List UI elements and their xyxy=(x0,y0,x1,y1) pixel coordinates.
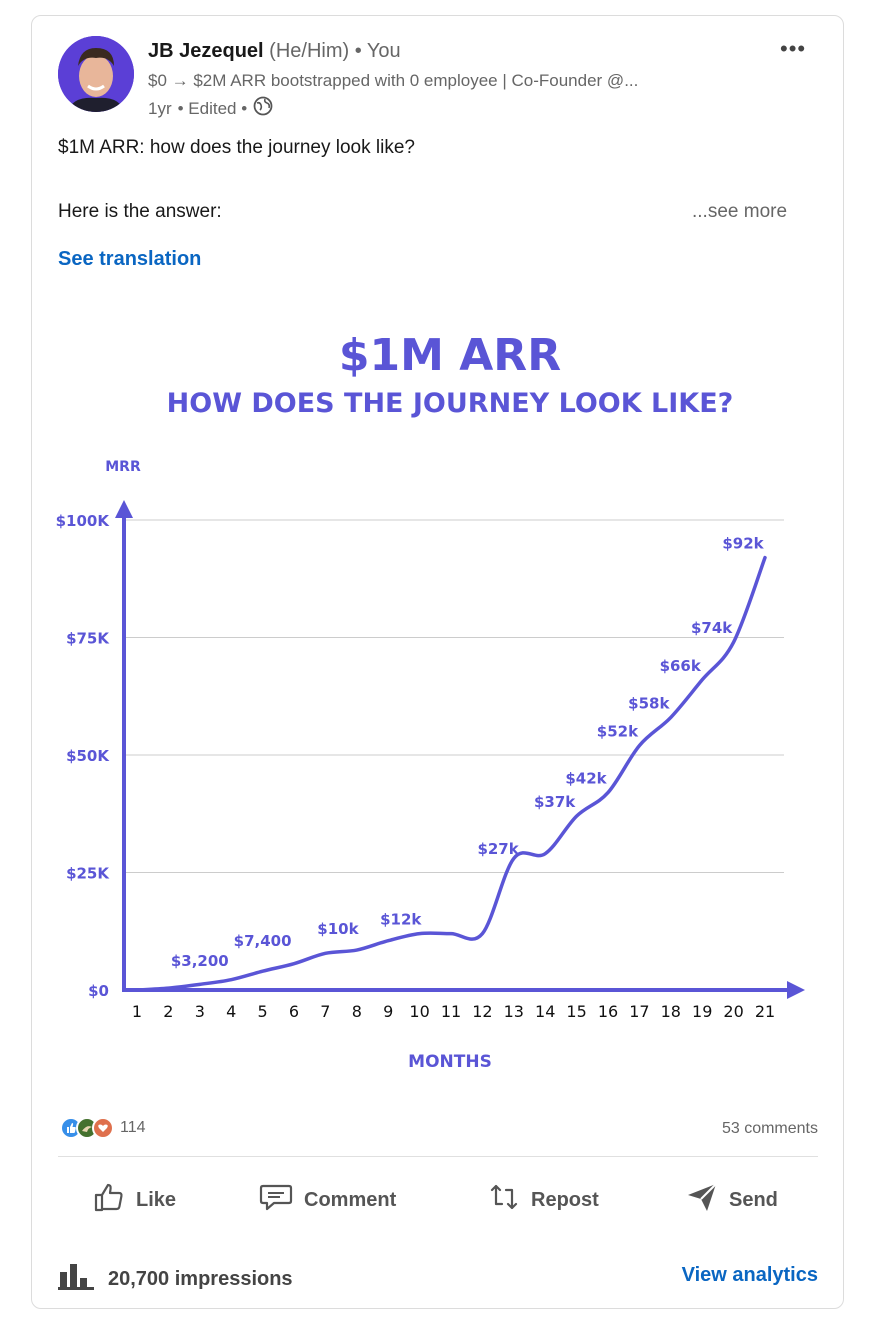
x-tick-label: 11 xyxy=(441,1002,461,1021)
post-time: 1yr xyxy=(148,98,172,118)
x-tick-label: 1 xyxy=(132,1002,142,1021)
data-label: $27k xyxy=(477,840,519,858)
comments-count-link[interactable]: 53 comments xyxy=(721,1120,818,1137)
x-axis-arrow xyxy=(787,981,805,999)
y-axis-arrow xyxy=(115,500,133,518)
repost-icon xyxy=(487,1180,521,1220)
data-label: $92k xyxy=(722,535,764,553)
comment-button[interactable]: Comment xyxy=(258,1180,396,1220)
see-translation-link[interactable]: See translation xyxy=(58,248,202,270)
like-button[interactable]: Like xyxy=(92,1180,176,1220)
x-tick-label: 6 xyxy=(289,1002,299,1021)
comment-label: Comment xyxy=(304,1188,397,1211)
y-axis-label: MRR xyxy=(105,459,141,475)
author-line: JB Jezequel (He/Him) • You xyxy=(148,40,401,63)
avatar[interactable] xyxy=(58,36,134,112)
x-tick-label: 8 xyxy=(352,1002,362,1021)
data-label: $74k xyxy=(691,619,733,637)
author-relation: • You xyxy=(354,40,401,62)
impressions-count: 20,700 impressions xyxy=(108,1267,293,1290)
x-tick-label: 16 xyxy=(598,1002,618,1021)
mrr-chart: $1M ARR HOW DOES THE JOURNEY LOOK LIKE? … xyxy=(56,330,805,1072)
y-tick-label: $75K xyxy=(66,630,110,648)
more-options-icon[interactable]: ••• xyxy=(780,36,807,61)
author-name[interactable]: JB Jezequel xyxy=(148,40,264,62)
mrr-series-line xyxy=(135,555,767,992)
x-tick-label: 7 xyxy=(320,1002,330,1021)
like-icon xyxy=(92,1180,126,1220)
x-tick-label: 17 xyxy=(629,1002,649,1021)
post-card xyxy=(31,15,844,1309)
analytics-bar-icon xyxy=(58,1262,94,1296)
like-label: Like xyxy=(136,1188,177,1211)
love-reaction-icon xyxy=(92,1117,114,1139)
chart-title: $1M ARR xyxy=(339,330,561,381)
x-tick-label: 3 xyxy=(195,1002,205,1021)
view-analytics-link[interactable]: View analytics xyxy=(681,1264,818,1286)
data-label: $7,400 xyxy=(234,932,292,950)
repost-label: Repost xyxy=(531,1188,599,1211)
send-button[interactable]: Send xyxy=(685,1180,778,1220)
x-tick-label: 13 xyxy=(504,1002,524,1021)
divider xyxy=(58,1156,818,1157)
x-tick-label: 10 xyxy=(409,1002,429,1021)
data-label: $12k xyxy=(380,911,422,929)
x-tick-label: 21 xyxy=(755,1002,775,1021)
x-axis-label: MONTHS xyxy=(408,1052,492,1072)
post-text-line2: Here is the answer: xyxy=(58,201,222,222)
post-image-chart[interactable]: $1M ARR HOW DOES THE JOURNEY LOOK LIKE? … xyxy=(32,300,842,1090)
repost-button[interactable]: Repost xyxy=(487,1180,599,1220)
post-text-line1: $1M ARR: how does the journey look like? xyxy=(58,137,415,158)
comment-icon xyxy=(258,1180,294,1220)
author-pronouns: (He/Him) xyxy=(269,40,350,62)
post-edited: • Edited • xyxy=(177,98,248,118)
x-tick-label: 14 xyxy=(535,1002,555,1021)
x-tick-label: 20 xyxy=(723,1002,743,1021)
author-headline: $0 → $2M ARR bootstrapped with 0 employe… xyxy=(148,71,639,90)
x-tick-label: 4 xyxy=(226,1002,236,1021)
see-more-link[interactable]: ...see more xyxy=(692,201,788,222)
chart-subtitle: HOW DOES THE JOURNEY LOOK LIKE? xyxy=(167,388,734,419)
post-meta: 1yr • Edited • xyxy=(148,96,273,121)
y-tick-label: $50K xyxy=(66,747,110,765)
x-tick-label: 5 xyxy=(258,1002,268,1021)
x-tick-label: 9 xyxy=(383,1002,393,1021)
send-icon xyxy=(685,1180,719,1220)
y-tick-label: $0 xyxy=(88,982,109,1000)
globe-icon xyxy=(253,96,273,121)
x-tick-label: 12 xyxy=(472,1002,492,1021)
x-tick-label: 15 xyxy=(566,1002,586,1021)
data-label: $66k xyxy=(660,657,702,675)
impressions-link[interactable]: 20,700 impressions xyxy=(58,1262,293,1296)
x-tick-label: 2 xyxy=(163,1002,173,1021)
y-tick-label: $25K xyxy=(66,865,110,883)
data-label: $3,200 xyxy=(171,952,229,970)
reactions-summary[interactable]: 114 xyxy=(60,1117,146,1139)
x-tick-label: 19 xyxy=(692,1002,712,1021)
reaction-count: 114 xyxy=(120,1119,146,1136)
x-tick-label: 18 xyxy=(661,1002,681,1021)
data-label: $10k xyxy=(317,920,359,938)
send-label: Send xyxy=(729,1188,778,1211)
data-label: $42k xyxy=(565,770,607,788)
y-tick-label: $100K xyxy=(56,512,111,530)
data-label: $52k xyxy=(597,723,639,741)
data-label: $37k xyxy=(534,793,576,811)
data-label: $58k xyxy=(628,694,670,712)
